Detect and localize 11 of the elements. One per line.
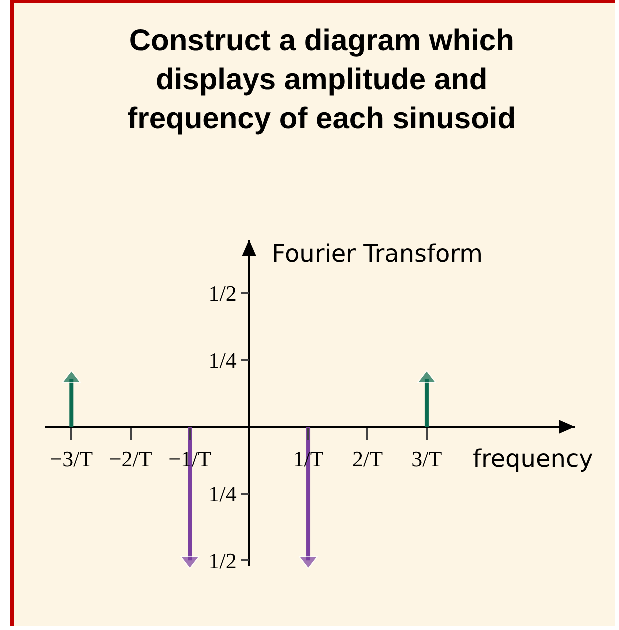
chart-title: Construct a diagram which displays amplitude and frequency of each sinusoid	[128, 24, 516, 136]
y-tick-label: 1/2	[208, 281, 237, 306]
y-tick-label: 1/2	[208, 548, 237, 574]
x-tick-label: −3/T	[50, 446, 94, 472]
y-tick-label: 1/4	[208, 348, 237, 373]
x-axis-title: frequency	[473, 445, 594, 473]
x-tick-label: 2/T	[352, 446, 384, 472]
y-axis-title: Fourier Transform	[272, 240, 484, 268]
y-tick-label: 1/4	[208, 482, 237, 507]
x-tick-label: 3/T	[412, 446, 443, 472]
x-tick-label: −2/T	[109, 446, 153, 472]
